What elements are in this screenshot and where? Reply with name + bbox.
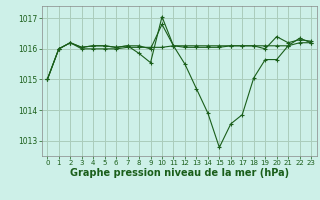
X-axis label: Graphe pression niveau de la mer (hPa): Graphe pression niveau de la mer (hPa) [70,168,289,178]
